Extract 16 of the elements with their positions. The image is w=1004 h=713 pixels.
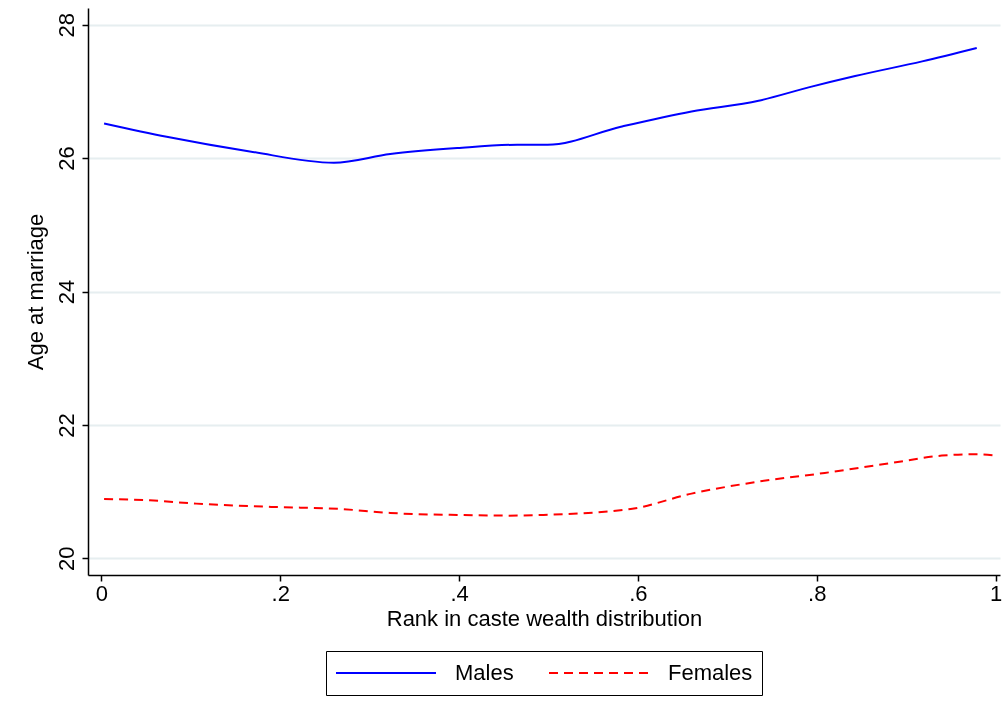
- x-tick-label: .2: [271, 580, 290, 606]
- line-series: [103, 47, 978, 164]
- legend-label: Females: [668, 660, 753, 685]
- legend-label: Males: [455, 660, 514, 685]
- y-axis-title: Age at marriage: [22, 213, 48, 371]
- y-tick-label: 20: [53, 546, 79, 572]
- x-tick-label: 1: [989, 580, 1003, 606]
- x-tick-label: .6: [629, 580, 648, 606]
- y-tick-label: 28: [53, 12, 79, 38]
- x-axis-title: Rank in caste wealth distribution: [386, 605, 703, 631]
- x-tick-label: .4: [450, 580, 469, 606]
- y-tick-label: 26: [53, 146, 79, 171]
- y-tick-label: 24: [53, 279, 79, 305]
- y-tick-label: 22: [53, 413, 79, 438]
- x-tick-label: .8: [808, 580, 827, 606]
- x-tick-label: 0: [95, 580, 109, 606]
